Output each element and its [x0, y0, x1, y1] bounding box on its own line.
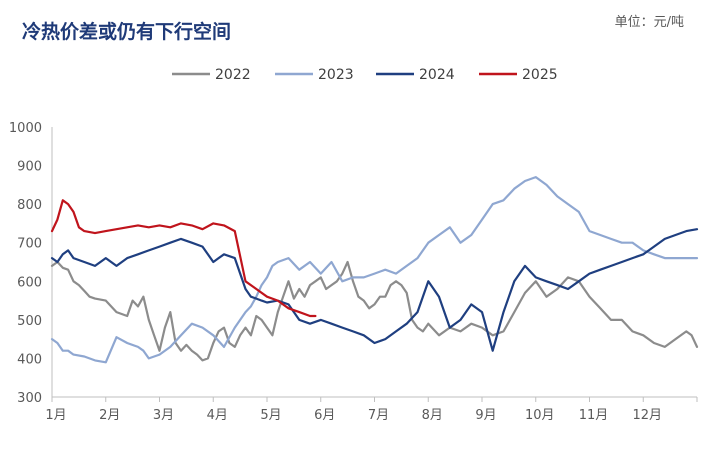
legend-label-2024: 2024	[419, 67, 455, 83]
x-tick-label: 1月	[45, 408, 66, 423]
x-tick-label: 12月	[632, 408, 662, 423]
y-tick-label: 400	[17, 352, 42, 367]
x-tick-label: 10月	[525, 408, 555, 423]
axes: 300 400 500 600 700 800 900 1000 1月 2月 3月 4月 5月 6月 7月 8…	[9, 121, 698, 423]
legend: 2022 2023 2024 2025	[172, 67, 558, 83]
x-tick-label: 3月	[153, 408, 174, 423]
legend-label-2025: 2025	[522, 67, 558, 83]
y-tick-label: 800	[17, 198, 42, 213]
series-line-2022	[50, 260, 699, 362]
chart-title: 冷热价差或仍有下行空间	[22, 20, 231, 43]
series-line-2025	[50, 199, 317, 318]
plot-area	[50, 176, 699, 364]
x-tick-label: 7月	[368, 408, 389, 423]
chart-unit: 单位：元/吨	[615, 15, 684, 30]
legend-label-2023: 2023	[318, 67, 354, 83]
x-tick-label: 5月	[260, 408, 281, 423]
y-tick-label: 500	[17, 314, 42, 329]
x-tick-label: 4月	[207, 408, 228, 423]
x-tick-label: 6月	[314, 408, 335, 423]
x-tick-label: 11月	[579, 408, 609, 423]
y-tick-label: 700	[17, 237, 42, 252]
series-line-2023	[50, 176, 699, 364]
y-tick-label: 900	[17, 160, 42, 175]
series-line-2024	[50, 228, 699, 352]
y-tick-label: 300	[17, 391, 42, 406]
y-tick-label: 600	[17, 275, 42, 290]
x-tick-label: 9月	[475, 408, 496, 423]
legend-label-2022: 2022	[215, 67, 251, 83]
x-tick-label: 2月	[99, 408, 120, 423]
x-tick-label: 8月	[422, 408, 443, 423]
y-tick-label: 1000	[9, 121, 42, 136]
